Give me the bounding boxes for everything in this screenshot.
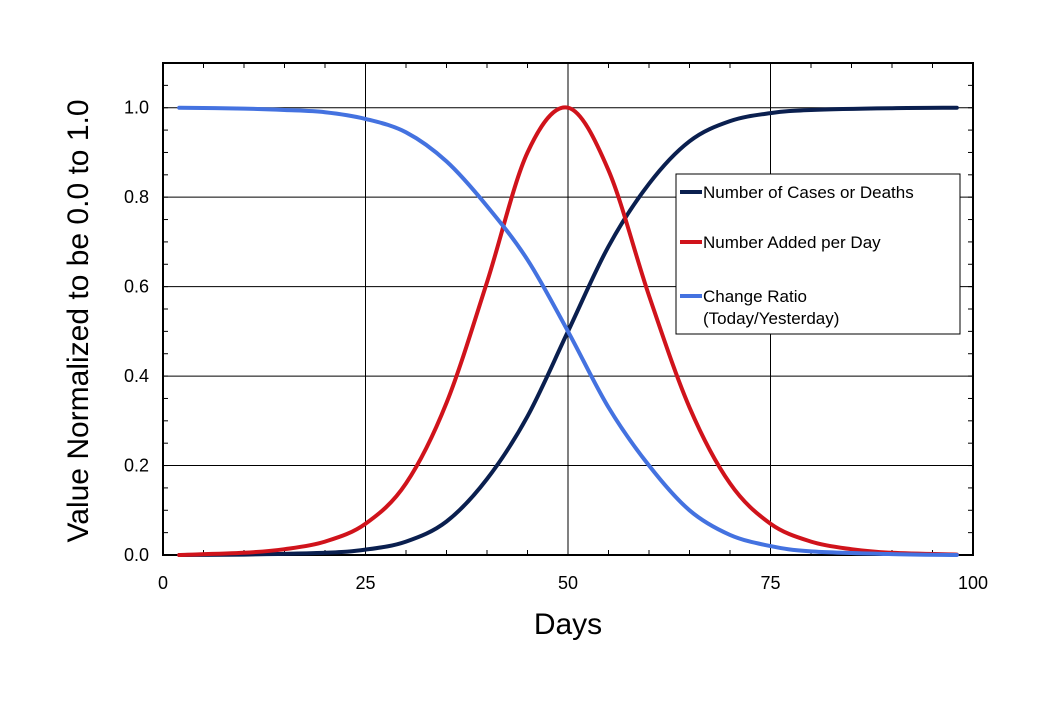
x-tick-label: 75	[760, 573, 780, 593]
y-tick-label: 1.0	[124, 98, 149, 118]
y-tick-label: 0.6	[124, 277, 149, 297]
grid	[163, 63, 973, 555]
legend: Number of Cases or Deaths Number Added pe…	[675, 173, 961, 335]
y-tick-label: 0.8	[124, 187, 149, 207]
legend-label-3: (Today/Yesterday)	[703, 309, 839, 328]
x-tick-label: 25	[355, 573, 375, 593]
x-axis-title: Days	[534, 608, 602, 641]
x-tick-label: 0	[158, 573, 168, 593]
series-line-3	[177, 105, 959, 557]
y-axis-title: Value Normalized to be 0.0 to 1.0	[62, 99, 95, 542]
series-lines	[177, 105, 959, 557]
legend-label-2: Number Added per Day	[703, 233, 881, 252]
legend-items: Number of Cases or Deaths Number Added pe…	[680, 183, 914, 328]
y-tick-labels: 0.0 0.2 0.4 0.6 0.8 1.0	[124, 98, 149, 565]
x-tick-label: 100	[958, 573, 988, 593]
legend-box	[675, 173, 961, 335]
legend-label-3: Change Ratio	[703, 287, 807, 306]
x-tick-labels: 0 25 50 75 100	[158, 573, 988, 593]
series-line-2	[177, 105, 959, 557]
y-tick-label: 0.2	[124, 456, 149, 476]
legend-label-1: Number of Cases or Deaths	[703, 183, 914, 202]
x-tick-label: 50	[558, 573, 578, 593]
y-tick-label: 0.4	[124, 366, 149, 386]
y-tick-label: 0.0	[124, 545, 149, 565]
